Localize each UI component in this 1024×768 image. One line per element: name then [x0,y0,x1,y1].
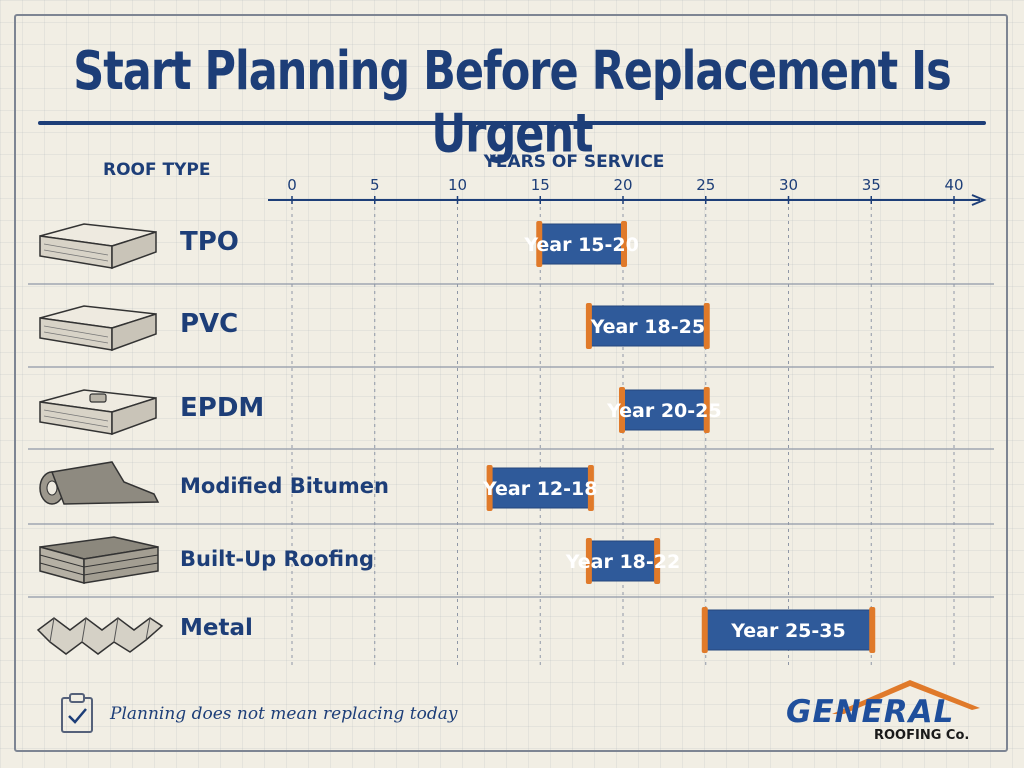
x-tick-label: 15 [531,176,550,194]
grid-layer [28,200,994,668]
x-tick-label: 30 [779,176,798,194]
range-bar-end-cap [869,607,876,653]
range-bar [539,223,624,265]
range-bar-group: Year 18-25 [585,303,710,349]
x-tick-label: 40 [944,176,963,194]
range-bar-start-cap [486,465,493,511]
x-tick-label: 5 [370,176,380,194]
range-bar-label: Year 15-20 [523,234,638,256]
x-axis: 0 5 10 15 20 25 30 35 40 [268,176,987,206]
page-title: Start Planning Before Replacement Is Urg… [73,40,952,165]
row-label-built-up-roofing: Built-Up Roofing [180,547,375,572]
range-bar-group: Year 25-35 [701,607,876,653]
layered-gravel-icon [39,536,159,584]
range-bar-label: Year 25-35 [730,620,845,642]
range-bar-start-cap [585,303,592,349]
range-bar-end-cap [654,538,661,584]
title-underline [38,121,986,125]
row-label-pvc: PVC [180,309,239,340]
logo-wordmark: GENERAL [786,694,955,730]
membrane-slab-icon [39,389,157,436]
membrane-slab-icon [39,305,157,352]
corrugated-metal-icon [36,617,164,655]
range-bar [589,540,657,582]
row-label-epdm: EPDM [180,393,265,424]
x-axis-label: YEARS OF SERVICE [483,152,665,172]
range-bar-label: Year 20-25 [606,400,721,422]
range-bar-label: Year 18-22 [565,551,680,573]
logo-subtitle: ROOFING Co. [874,728,970,743]
range-bar-start-cap [585,538,592,584]
range-bar-label: Year 12-18 [482,478,597,500]
x-tick-label: 20 [613,176,632,194]
x-tick-label: 0 [287,176,297,194]
range-bar-start-cap [619,387,625,433]
range-bar-end-cap [703,303,710,349]
range-bar-label: Year 18-25 [590,316,705,338]
roll-icon [39,461,160,505]
range-bar [589,305,707,347]
clipboard-check-icon [61,693,93,733]
range-bar-group: Year 12-18 [482,465,597,511]
range-bar-group: Year 18-22 [565,538,680,584]
range-bar-start-cap [536,221,543,267]
range-bar-end-cap [587,465,594,511]
x-tick-label: 35 [862,176,881,194]
footer-note: Planning does not mean replacing today [110,704,458,724]
page-frame [14,14,1008,752]
range-bar-group: Year 15-20 [523,221,639,267]
range-bar-end-cap [703,387,710,433]
row-label-metal: Metal [180,615,253,642]
range-bar-group: Year 20-25 [606,387,722,433]
bars-layer: Year 15-20 Year 18-25 Year 20-25 Year 12-18… [482,221,876,653]
roof-logo-icon [832,680,980,714]
company-logo: GENERAL ROOFING Co. [786,676,986,746]
range-bar [622,389,707,431]
row-label-modified-bitumen: Modified Bitumen [180,474,389,499]
x-tick-label: 10 [448,176,467,194]
x-tick-label: 25 [696,176,715,194]
membrane-slab-icon [39,223,157,270]
x-axis-arrow [971,194,987,206]
y-axis-label: ROOF TYPE [103,160,211,180]
range-bar-end-cap [621,221,627,267]
range-bar-start-cap [701,607,708,653]
row-label-tpo: TPO [180,227,239,258]
